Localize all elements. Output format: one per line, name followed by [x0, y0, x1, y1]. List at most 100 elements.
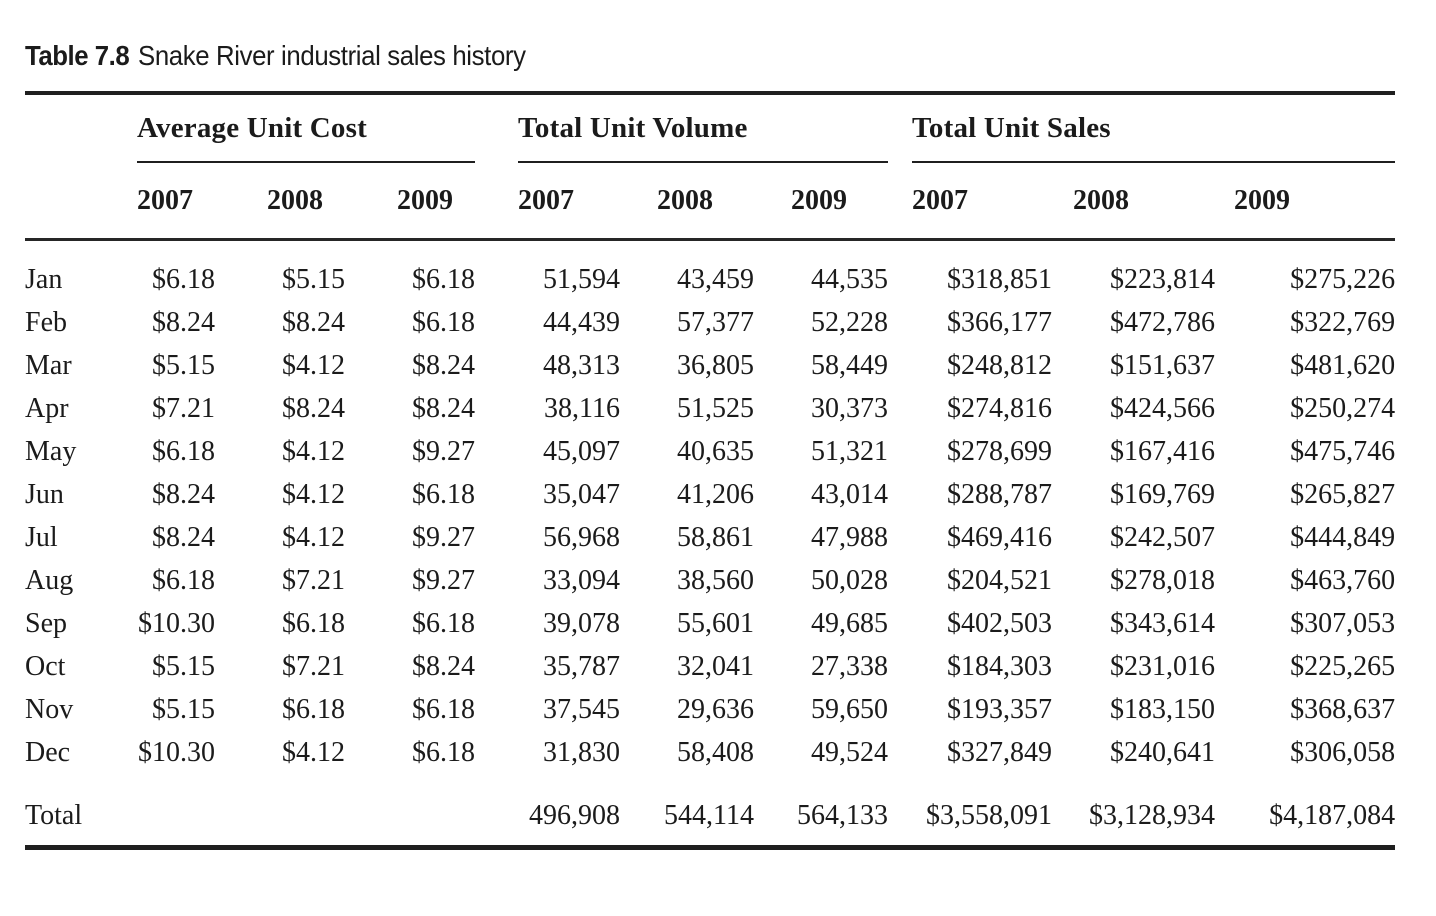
volume-cell: 44,535: [811, 263, 889, 295]
cost-cell: $10.30: [138, 736, 215, 768]
year-header-volume-2008: 2008: [620, 162, 755, 241]
cost-cell: $8.24: [152, 306, 215, 338]
group-header-total-unit-sales: Total Unit Sales: [912, 91, 1396, 163]
group-header-row: Average Unit Cost Total Unit Volume Tota…: [25, 91, 1396, 163]
volume-cell: 33,094: [543, 564, 621, 596]
sales-cell: $240,641: [1110, 736, 1216, 768]
volume-cell: 51,321: [811, 435, 889, 467]
volume-cell: 35,787: [543, 650, 621, 682]
column-gap: [475, 430, 518, 473]
year-header-row: 2007 2008 2009 2007 2008 2009 2007 2008 …: [25, 162, 1396, 241]
month-cell: Oct: [25, 650, 66, 682]
sales-cell: $151,637: [1110, 349, 1216, 381]
month-cell: Jan: [25, 263, 63, 295]
cost-cell: $9.27: [412, 521, 476, 553]
month-cell: Feb: [25, 306, 67, 338]
corner-blank-cell: [25, 91, 137, 162]
volume-cell: 35,047: [543, 478, 621, 510]
sales-cell: $288,787: [947, 478, 1053, 510]
volume-cell: 32,041: [677, 650, 755, 682]
volume-cell: 58,408: [677, 736, 755, 768]
table-row: Nov $5.15 $6.18 $6.18 37,545 29,636 59,6…: [25, 688, 1395, 731]
sales-cell: $307,053: [1290, 607, 1396, 639]
volume-cell: 52,228: [811, 306, 889, 338]
sales-cell: $366,177: [947, 306, 1053, 338]
column-gap: [475, 688, 518, 731]
column-gap: [888, 301, 912, 344]
sales-cell: $183,150: [1110, 693, 1216, 725]
sales-cell: $424,566: [1110, 392, 1216, 424]
volume-cell: 31,830: [543, 736, 621, 768]
volume-cell: 29,636: [677, 693, 755, 725]
table-row: Aug $6.18 $7.21 $9.27 33,094 38,560 50,0…: [25, 559, 1395, 602]
column-gap: [888, 344, 912, 387]
cost-cell: $6.18: [412, 478, 476, 510]
column-gap: [475, 387, 518, 430]
column-gap: [888, 240, 912, 302]
cost-cell: $10.30: [138, 607, 215, 639]
column-gap: [475, 559, 518, 602]
volume-cell: 50,028: [811, 564, 889, 596]
volume-cell: 30,373: [811, 392, 889, 424]
month-cell: Dec: [25, 736, 71, 768]
year-header-sales-2007: 2007: [912, 162, 1053, 241]
column-gap: [475, 162, 519, 241]
cost-cell: $7.21: [282, 564, 345, 596]
column-gap: [475, 516, 518, 559]
sales-cell: $469,416: [947, 521, 1053, 553]
volume-cell: 51,525: [677, 392, 755, 424]
cost-cell: $8.24: [282, 392, 345, 424]
sales-cell: $463,760: [1290, 564, 1396, 596]
sales-cell: $306,058: [1290, 736, 1396, 768]
sales-cell: $248,812: [947, 349, 1053, 381]
cost-cell: $5.15: [282, 263, 345, 295]
month-cell: Jun: [25, 478, 64, 510]
volume-cell: 38,116: [544, 392, 621, 424]
volume-cell: 38,560: [677, 564, 755, 596]
corner-blank-cell: [25, 162, 137, 241]
column-gap: [888, 731, 912, 774]
sales-cell: $265,827: [1290, 478, 1396, 510]
volume-cell: 40,635: [677, 435, 755, 467]
volume-cell: 49,685: [811, 607, 889, 639]
sales-cell: $250,274: [1290, 392, 1396, 424]
cost-cell: $8.24: [412, 392, 476, 424]
sales-cell: $481,620: [1290, 349, 1396, 381]
column-gap: [888, 430, 912, 473]
column-gap: [475, 473, 518, 516]
sales-cell: $444,849: [1290, 521, 1396, 553]
year-header-sales-2008: 2008: [1052, 162, 1216, 241]
cost-cell: $8.24: [412, 349, 476, 381]
volume-cell: 36,805: [677, 349, 755, 381]
cost-cell: $4.12: [282, 349, 345, 381]
sales-cell: $368,637: [1290, 693, 1396, 725]
column-gap: [475, 240, 518, 302]
sales-cell: $343,614: [1110, 607, 1216, 639]
month-cell: May: [25, 435, 77, 467]
total-sales-cell: $3,128,934: [1052, 774, 1216, 850]
month-cell: Nov: [25, 693, 74, 725]
volume-cell: 51,594: [543, 263, 621, 295]
cost-cell: $5.15: [152, 349, 215, 381]
sales-cell: $225,265: [1290, 650, 1396, 682]
group-header-average-unit-cost: Average Unit Cost: [137, 91, 476, 163]
cost-cell: $8.24: [412, 650, 476, 682]
column-gap: [888, 602, 912, 645]
column-gap: [475, 731, 518, 774]
sales-cell: $402,503: [947, 607, 1053, 639]
table-caption-label: Table 7.8: [25, 40, 130, 71]
sales-cell: $472,786: [1110, 306, 1216, 338]
sales-cell: $327,849: [947, 736, 1053, 768]
volume-cell: 39,078: [543, 607, 621, 639]
column-gap: [888, 774, 913, 850]
group-header-total-unit-volume: Total Unit Volume: [518, 91, 889, 163]
total-cost-cell: [137, 774, 215, 850]
table-row: Jul $8.24 $4.12 $9.27 56,968 58,861 47,9…: [25, 516, 1395, 559]
volume-cell: 44,439: [543, 306, 621, 338]
cost-cell: $8.24: [282, 306, 345, 338]
volume-cell: 45,097: [543, 435, 621, 467]
cost-cell: $6.18: [412, 306, 476, 338]
month-cell: Jul: [25, 521, 58, 553]
table-caption: Table 7.8 Snake River industrial sales h…: [25, 38, 1395, 74]
